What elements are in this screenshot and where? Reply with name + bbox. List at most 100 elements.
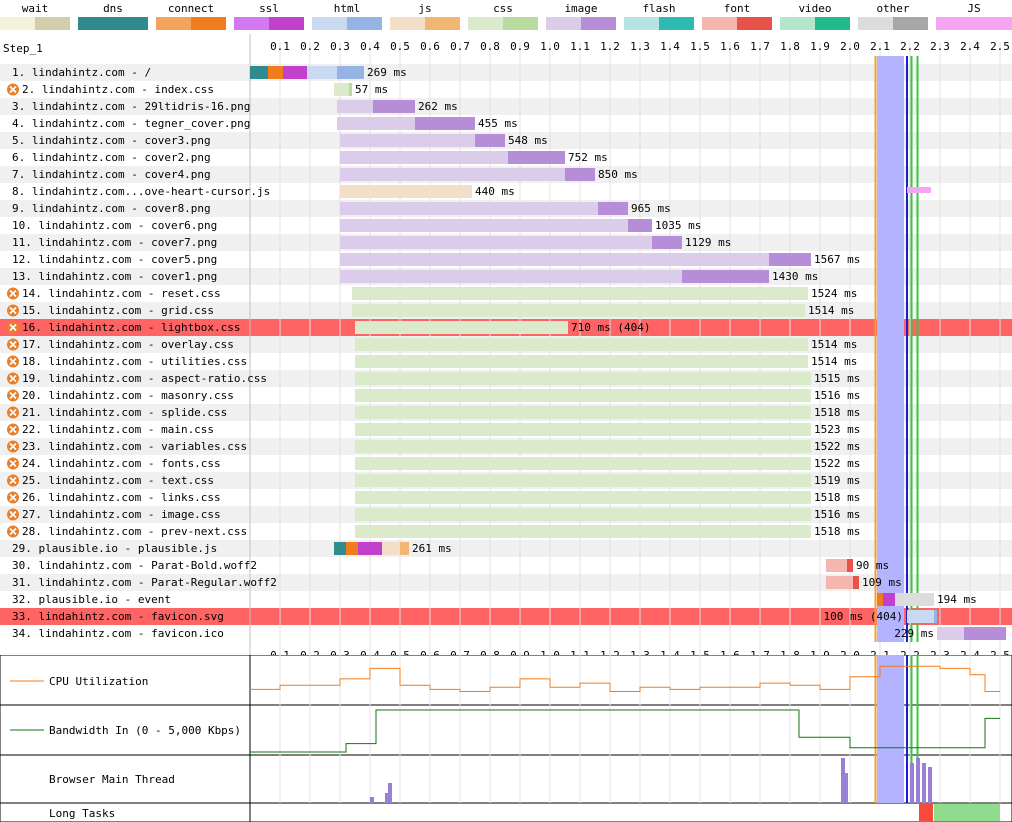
duration-label: 1514 ms <box>811 355 857 368</box>
request-label: 27. lindahintz.com - image.css <box>22 508 221 521</box>
request-ttfb-bar <box>355 338 808 351</box>
tick-label-top: 0.9 <box>510 40 530 53</box>
request-ttfb-bar <box>826 576 853 589</box>
row-background <box>0 183 1012 200</box>
main-thread-activity <box>388 783 392 803</box>
render-blocking-icon <box>7 440 19 453</box>
row-background <box>0 132 1012 149</box>
waterfall: Step_1 0.1 0.1 0.2 0.2 0.3 0.3 0.4 0.4 0.5 0.5 0.6 0… <box>0 34 1012 655</box>
duration-label: 261 ms <box>412 542 452 555</box>
main-thread-activity <box>841 758 845 803</box>
tick-label-bottom: 2.3 <box>930 649 950 655</box>
duration-label: 1430 ms <box>772 270 818 283</box>
duration-label: 710 ms (404) <box>571 321 650 334</box>
render-blocking-icon <box>7 474 19 487</box>
tick-label-bottom: 2.4 <box>960 649 980 655</box>
request-ttfb-bar <box>307 66 337 79</box>
legend-label: connect <box>167 2 215 15</box>
main-thread-activity <box>916 758 920 803</box>
legend-swatch <box>312 17 382 30</box>
duration-label: 57 ms <box>355 83 388 96</box>
legend-swatch <box>624 17 694 30</box>
duration-label: 1522 ms <box>814 457 860 470</box>
legend-swatch <box>468 17 538 30</box>
request-ttfb-bar <box>355 474 811 487</box>
tick-label-bottom: 2.5 <box>990 649 1010 655</box>
request-ttfb-bar <box>355 423 811 436</box>
cpu-panel <box>0 655 1012 706</box>
legend-item: css <box>468 0 538 34</box>
tick-label-bottom: 1.4 <box>660 649 680 655</box>
tick-label-bottom: 0.4 <box>360 649 380 655</box>
idle-block <box>934 804 1000 821</box>
legend-swatch <box>156 17 226 30</box>
bandwidth-label: Bandwidth In (0 - 5,000 Kbps) <box>49 724 241 737</box>
duration-label: 1523 ms <box>814 423 860 436</box>
legend-item: image <box>546 0 616 34</box>
row-background <box>0 98 1012 115</box>
tick-label-bottom: 1.1 <box>570 649 590 655</box>
duration-label: 1516 ms <box>814 508 860 521</box>
legend-item: flash <box>624 0 694 34</box>
render-blocking-icon <box>7 389 19 402</box>
main-thread-label: Browser Main Thread <box>49 773 175 786</box>
legend-item: connect <box>156 0 226 34</box>
request-ttfb-bar <box>337 117 415 130</box>
tick-label-top: 0.8 <box>480 40 500 53</box>
legend-label: css <box>493 2 513 15</box>
render-blocking-icon <box>7 355 19 368</box>
row-background <box>0 591 1012 608</box>
render-blocking-icon <box>7 423 19 436</box>
request-label: 19. lindahintz.com - aspect-ratio.css <box>22 372 267 385</box>
request-ttfb-bar <box>340 219 628 232</box>
request-label: 9. lindahintz.com - cover8.png <box>12 202 211 215</box>
tick-label-top: 2.3 <box>930 40 950 53</box>
tick-label-top: 0.7 <box>450 40 470 53</box>
tick-label-top: 1.4 <box>660 40 680 53</box>
request-ttfb-bar <box>355 321 568 334</box>
duration-label: 440 ms <box>475 185 515 198</box>
step-label: Step_1 <box>3 42 43 55</box>
tick-label-bottom: 1.8 <box>780 649 800 655</box>
render-blocking-icon <box>7 321 19 334</box>
tick-label-bottom: 0.6 <box>420 649 440 655</box>
request-ttfb-bar <box>907 610 934 623</box>
request-label: 32. plausible.io - event <box>12 593 171 606</box>
connect-segment <box>877 593 883 606</box>
request-label: 1. lindahintz.com - / <box>12 66 151 79</box>
main-thread-activity <box>370 797 374 803</box>
legend-swatch <box>78 17 148 30</box>
request-label: 29. plausible.io - plausible.js <box>12 542 217 555</box>
request-label: 7. lindahintz.com - cover4.png <box>12 168 211 181</box>
request-ttfb-bar <box>337 100 373 113</box>
connect-segment <box>346 542 358 555</box>
tick-label-bottom: 1.6 <box>720 649 740 655</box>
request-ttfb-bar <box>340 134 475 147</box>
request-label: 17. lindahintz.com - overlay.css <box>22 338 234 351</box>
dns-segment <box>334 542 346 555</box>
request-download-bar <box>847 559 853 572</box>
request-label: 30. lindahintz.com - Parat-Bold.woff2 <box>12 559 257 572</box>
render-blocking-icon <box>7 372 19 385</box>
request-label: 20. lindahintz.com - masonry.css <box>22 389 234 402</box>
request-download-bar <box>934 610 937 623</box>
row-background <box>0 540 1012 557</box>
long-tasks-label: Long Tasks <box>49 807 115 820</box>
request-label: 4. lindahintz.com - tegner_cover.png <box>12 117 250 130</box>
legend-swatch <box>702 17 772 30</box>
tick-label-top: 0.6 <box>420 40 440 53</box>
legend-label: image <box>564 2 598 15</box>
duration-label: 194 ms <box>937 593 977 606</box>
tick-label-bottom: 1.9 <box>810 649 830 655</box>
legend-swatch <box>546 17 616 30</box>
long-tasks-panel <box>0 802 1012 822</box>
request-ttfb-bar <box>340 151 508 164</box>
cpu-line <box>250 665 1000 692</box>
request-ttfb-bar <box>355 355 808 368</box>
request-label: 18. lindahintz.com - utilities.css <box>22 355 247 368</box>
render-blocking-icon <box>7 338 19 351</box>
request-label: 23. lindahintz.com - variables.css <box>22 440 247 453</box>
tick-label-top: 1.9 <box>810 40 830 53</box>
request-label: 5. lindahintz.com - cover3.png <box>12 134 211 147</box>
request-ttfb-bar <box>355 491 811 504</box>
